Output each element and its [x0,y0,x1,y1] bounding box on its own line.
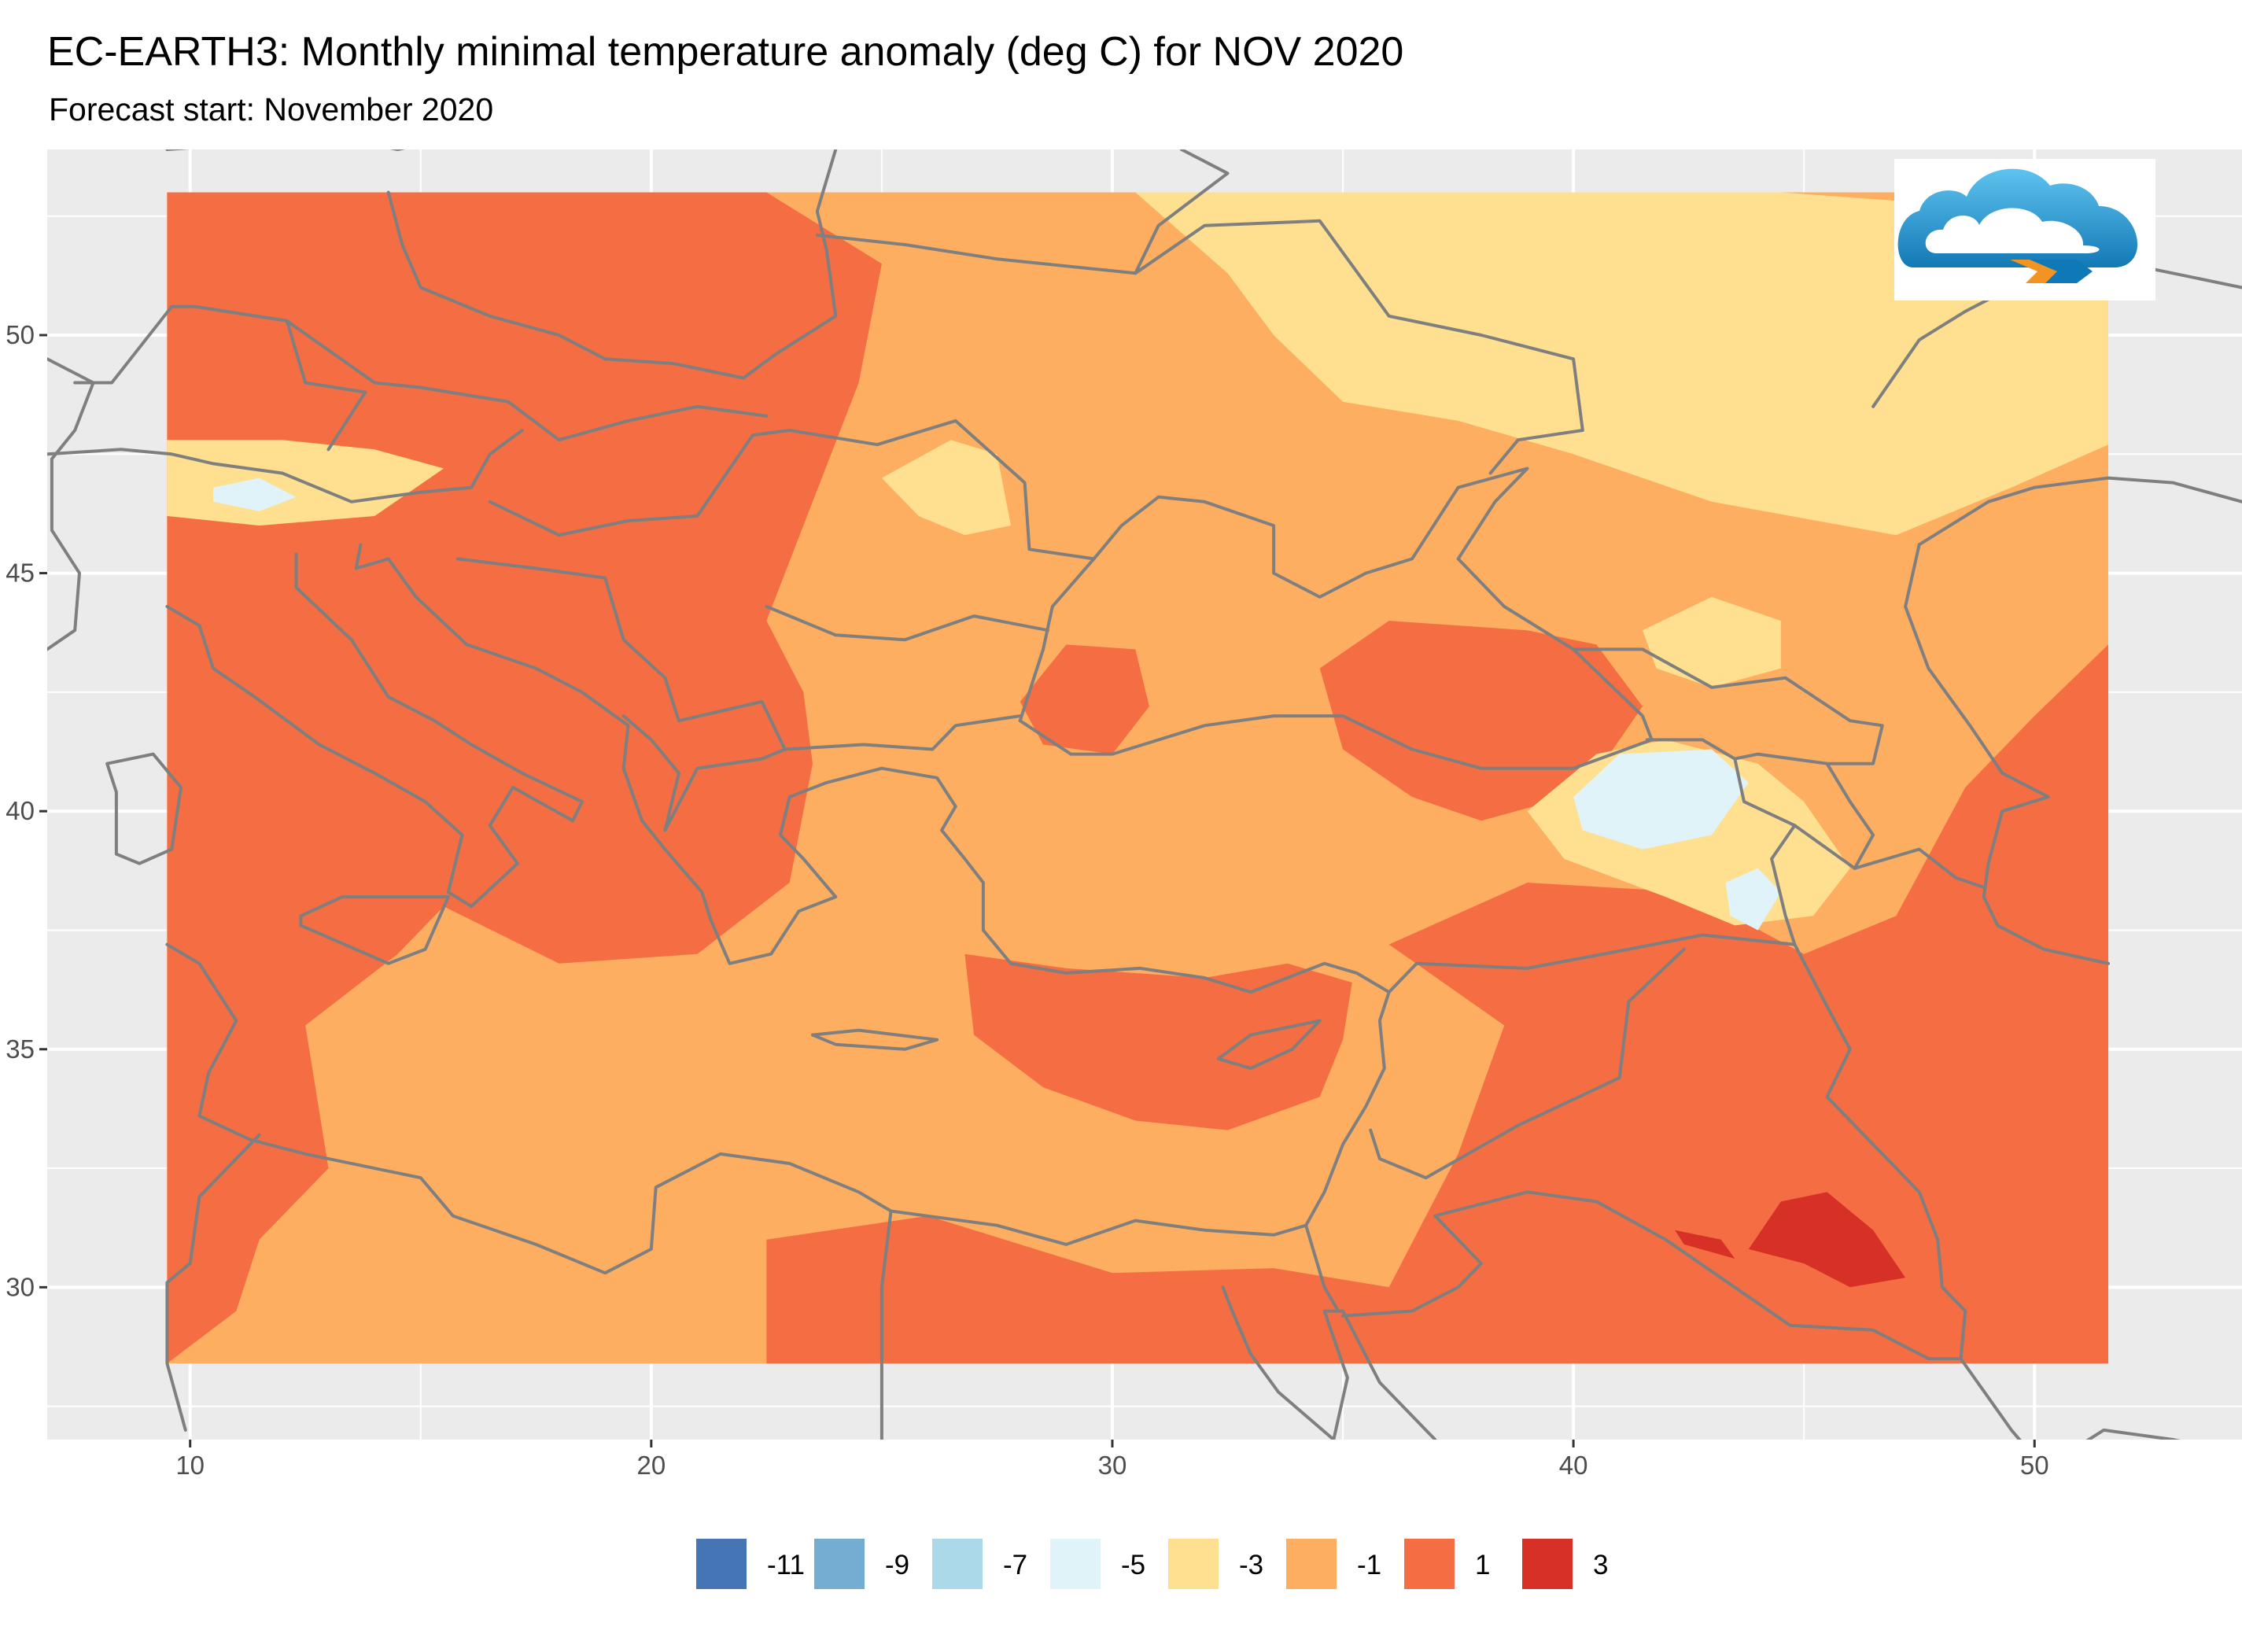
coastline-levant [1009,961,1391,1227]
legend-swatch [1285,1537,1338,1591]
border-ukraine-russia [815,219,1584,475]
chart-title: EC-EARTH3: Monthly minimal temperature a… [47,29,1404,75]
legend-swatch [695,1537,748,1591]
border-turkey-iran-iraq [1387,824,1797,994]
coastline-baltic [165,149,406,151]
anomaly-region-1 [766,644,2108,1364]
legend-label: -1 [1357,1550,1381,1580]
anomaly-region-minus5 [1573,749,1749,850]
border-greece-albania [621,714,787,832]
legend-swatch [1403,1537,1456,1591]
border-syria-iraq [1369,947,1686,1180]
border-hungary-romania [488,419,1096,561]
country-borders [47,149,2242,1440]
coastline-italy [165,552,584,909]
border-kazakhstan-caspian [1917,476,2242,547]
legend-label: -3 [1239,1550,1263,1580]
legend-label: -11 [767,1550,805,1580]
y-axis: 30 35 40 45 50 [6,320,47,1301]
border-balkans [455,557,1022,751]
border-belarus-russia [1134,149,1230,275]
border-libya-tunisia [165,1133,261,1432]
legend-label: -5 [1121,1550,1145,1580]
coastline-persian-gulf [1941,1285,2181,1440]
legend-item: -11 [695,1537,805,1591]
border-germany-west [73,304,367,452]
anomaly-region-1 [1020,644,1149,754]
x-tick-label: 40 [1559,1451,1588,1480]
legend: -11 -9 -7 -5 -3 -1 1 3 [695,1537,1608,1591]
border-iraq-saudi [1525,1190,1963,1361]
coastline-sicily [299,895,450,965]
legend-item: -7 [931,1537,1027,1591]
legend-item: -1 [1285,1537,1381,1591]
anomaly-field [167,192,2109,1364]
x-tick-label: 10 [175,1451,205,1480]
legend-swatch [813,1537,866,1591]
coastline-cyprus [1216,1019,1322,1070]
border-czechia-slovakia [285,319,769,442]
legend-label: -9 [885,1550,909,1580]
anomaly-region-minus3 [1135,192,2108,536]
legend-item: 3 [1521,1537,1608,1591]
y-tick-label: 40 [6,796,35,825]
coastline-black-sea [1018,466,1654,770]
anomaly-region-minus3 [881,440,1011,536]
border-poland [386,149,838,380]
border-iran-north [1853,847,1986,889]
legend-item: -9 [813,1537,909,1591]
coastline-aegean-turkey [354,543,1012,965]
coastline-sardinia [105,752,183,865]
border-egypt-israel [1304,1223,1340,1313]
legend-swatch [1049,1537,1102,1591]
border-danube [765,605,1049,642]
anomaly-region-3 [1675,1230,1735,1259]
y-tick-label: 30 [6,1272,35,1301]
y-tick-label: 35 [6,1034,35,1064]
legend-label: -7 [1003,1550,1027,1580]
legend-label: 1 [1475,1550,1490,1580]
anomaly-region-1 [1319,621,1643,821]
border-caucasus [1572,647,1884,765]
border-france-west [47,357,95,651]
x-tick-label: 30 [1098,1451,1127,1480]
x-axis: 10 20 30 40 50 [175,1440,2049,1480]
legend-item: 1 [1403,1537,1490,1591]
border-jordan-saudi [1341,1190,1529,1318]
coastline-caspian [1904,543,2110,965]
anomaly-region-1 [964,953,1352,1130]
y-tick-label: 45 [6,559,35,588]
x-tick-label: 50 [2020,1451,2049,1480]
legend-swatch [931,1537,984,1591]
border-egypt-libya [879,1209,893,1440]
coastline-crete [811,1028,939,1051]
x-tick-label: 20 [636,1451,666,1480]
legend-swatch [1167,1537,1220,1591]
border-iraq-iran [1793,942,1944,1289]
legend-swatch [1521,1537,1574,1591]
cloud-logo [1894,159,2155,301]
chart-subtitle: Forecast start: November 2020 [49,91,494,127]
border-alps [47,429,524,503]
anomaly-region-minus3 [1643,596,1781,688]
anomaly-region-minus5 [1725,868,1781,931]
coastline-red-sea [1221,1285,1437,1440]
legend-item: -5 [1049,1537,1145,1591]
anomaly-region-minus5 [213,478,297,511]
anomaly-region-3 [1748,1192,1906,1288]
y-tick-label: 50 [6,320,35,349]
anomaly-regions [167,192,2108,1364]
legend-item: -3 [1167,1537,1263,1591]
legend-label: 3 [1593,1550,1608,1580]
coastline-north-africa [165,942,1308,1275]
